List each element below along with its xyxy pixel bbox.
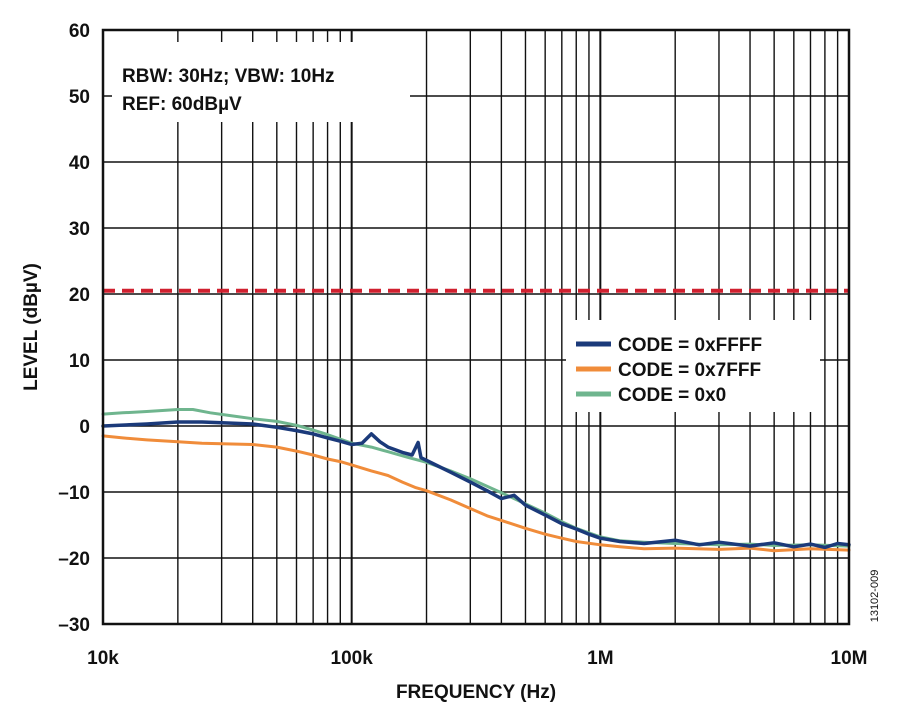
x-tick-label: 10k bbox=[87, 648, 119, 669]
y-axis-title: LEVEL (dBµV) bbox=[21, 263, 42, 391]
legend-label-0xffff: CODE = 0xFFFF bbox=[618, 335, 762, 356]
annotation-box bbox=[112, 42, 410, 122]
x-tick-label: 10M bbox=[831, 648, 868, 669]
x-tick-label: 1M bbox=[587, 648, 613, 669]
legend-label-0x7fff: CODE = 0x7FFF bbox=[618, 360, 761, 381]
x-axis-title: FREQUENCY (Hz) bbox=[396, 682, 556, 703]
y-tick-label: –10 bbox=[58, 483, 90, 504]
y-tick-label: –20 bbox=[58, 549, 90, 570]
legend-box bbox=[566, 320, 820, 412]
legend-label-0x0: CODE = 0x0 bbox=[618, 385, 726, 406]
series-group bbox=[101, 408, 851, 553]
series-line-0xffff bbox=[101, 420, 851, 550]
series-line-0x7fff bbox=[101, 434, 851, 553]
annotation-ref: REF: 60dBµV bbox=[122, 94, 242, 115]
y-tick-label: 60 bbox=[69, 21, 90, 42]
figure-id: 13102-009 bbox=[869, 570, 881, 623]
y-tick-labels: 60 50 40 30 20 10 0 –10 –20 –30 bbox=[58, 21, 90, 636]
y-tick-label: –30 bbox=[58, 615, 90, 636]
x-tick-label: 100k bbox=[331, 648, 374, 669]
plot-frame bbox=[101, 28, 851, 626]
y-tick-label: 30 bbox=[69, 219, 90, 240]
annotation-rbw-vbw: RBW: 30Hz; VBW: 10Hz bbox=[122, 66, 335, 87]
y-tick-label: 50 bbox=[69, 87, 90, 108]
y-tick-label: 20 bbox=[69, 285, 90, 306]
y-tick-label: 0 bbox=[79, 417, 90, 438]
legend: CODE = 0xFFFF CODE = 0x7FFF CODE = 0x0 bbox=[566, 320, 820, 412]
x-tick-labels: 10k 100k 1M 10M bbox=[87, 648, 867, 669]
y-tick-label: 10 bbox=[69, 351, 90, 372]
y-tick-label: 40 bbox=[69, 153, 90, 174]
